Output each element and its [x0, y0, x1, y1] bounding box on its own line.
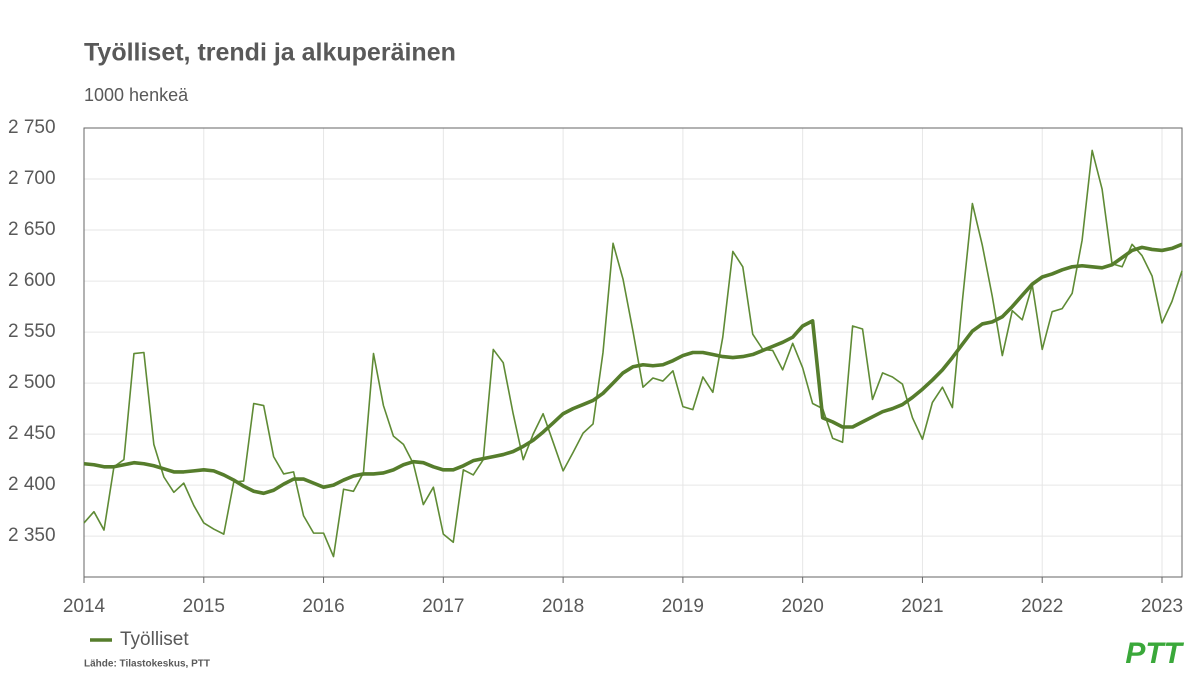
- y-tick-label: 2 600: [8, 270, 56, 291]
- x-tick-label: 2017: [422, 596, 464, 617]
- x-tick-label: 2020: [782, 596, 824, 617]
- logo: PTT: [1125, 637, 1184, 670]
- x-tick-label: 2014: [63, 596, 106, 617]
- y-tick-label: 2 650: [8, 219, 56, 240]
- chart-subtitle: 1000 henkeä: [84, 85, 189, 105]
- y-tick-label: 2 700: [8, 168, 56, 189]
- line: [83, 149, 1183, 558]
- legend-label: Työlliset: [120, 629, 189, 650]
- y-tick-label: 2 400: [8, 474, 56, 495]
- source: Lähde: Tilastokeskus, PTT: [84, 659, 210, 670]
- y-tick-label: 2 450: [8, 423, 56, 444]
- x-tick-label: 2023: [1141, 596, 1183, 617]
- line: [83, 242, 1183, 496]
- chart-title: Työlliset, trendi ja alkuperäinen: [84, 39, 456, 67]
- y-tick-label: 2 500: [8, 372, 56, 393]
- x-tick-label: 2022: [1021, 596, 1063, 617]
- x-tick-label: 2015: [183, 596, 225, 617]
- y-tick-label: 2 750: [8, 117, 56, 138]
- y-tick-label: 2 350: [8, 525, 56, 546]
- x-tick-label: 2021: [901, 596, 943, 617]
- x-tick-label: 2018: [542, 596, 584, 617]
- x-tick-label: 2019: [662, 596, 704, 617]
- y-tick-label: 2 550: [8, 321, 56, 342]
- x-tick-label: 2016: [302, 596, 344, 617]
- plot-frame: [83, 127, 1183, 578]
